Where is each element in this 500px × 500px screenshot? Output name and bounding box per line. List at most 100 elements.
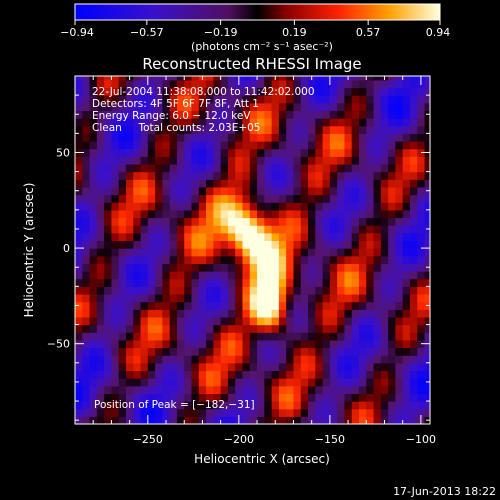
heatmap-cell: [82, 416, 91, 424]
heatmap-cell: [249, 301, 258, 310]
heatmap-cell: [388, 209, 397, 219]
heatmap-cell: [344, 355, 353, 364]
heatmap-cell: [206, 378, 214, 387]
heatmap-cell: [278, 232, 287, 242]
heatmap-cell: [322, 171, 331, 180]
heatmap-cell: [125, 240, 134, 249]
heatmap-cell: [104, 148, 113, 157]
heatmap-cell: [147, 324, 156, 333]
heatmap-cell: [409, 293, 418, 303]
heatmap-cell: [249, 240, 258, 249]
heatmap-cell: [235, 209, 244, 219]
heatmap-cell: [249, 102, 258, 112]
heatmap-cell: [308, 232, 316, 242]
heatmap-cell: [366, 133, 375, 142]
heatmap-cell: [169, 271, 178, 280]
heatmap-cell: [308, 194, 316, 203]
heatmap-cell: [329, 362, 338, 372]
heatmap-cell: [213, 133, 222, 142]
heatmap-cell: [82, 263, 91, 272]
heatmap-cell: [300, 202, 309, 211]
heatmap-cell: [147, 217, 156, 226]
heatmap-cell: [344, 316, 353, 326]
heatmap-cell: [271, 378, 280, 387]
heatmap-cell: [402, 163, 411, 173]
heatmap-cell: [329, 293, 338, 303]
heatmap-cell: [264, 133, 273, 142]
heatmap-cell: [366, 255, 375, 264]
heatmap-cell: [264, 194, 273, 203]
heatmap-cell: [242, 102, 251, 112]
heatmap-cell: [249, 186, 258, 196]
heatmap-cell: [249, 339, 258, 349]
heatmap-cell: [220, 171, 229, 180]
heatmap-cell: [286, 255, 295, 264]
heatmap-cell: [155, 385, 163, 395]
heatmap-cell: [417, 408, 426, 417]
heatmap-cell: [278, 293, 287, 303]
heatmap-cell: [286, 133, 295, 142]
heatmap-cell: [147, 332, 156, 341]
heatmap-cell: [162, 225, 171, 234]
heatmap-cell: [125, 95, 134, 104]
heatmap-cell: [191, 370, 200, 379]
heatmap-cell: [344, 95, 353, 104]
heatmap-cell: [373, 324, 382, 333]
heatmap-cell: [206, 263, 214, 272]
heatmap-cell: [111, 171, 120, 180]
heatmap-cell: [351, 232, 360, 242]
heatmap-cell: [133, 339, 142, 349]
heatmap-cell: [380, 286, 389, 295]
heatmap-cell: [337, 194, 346, 203]
heatmap-cell: [242, 362, 251, 372]
heatmap-cell: [206, 118, 214, 127]
heatmap-cell: [133, 263, 142, 272]
heatmap-cell: [198, 278, 207, 287]
heatmap-cell: [89, 217, 98, 226]
heatmap-cell: [395, 125, 404, 134]
heatmap-cell: [300, 293, 309, 303]
heatmap-cell: [293, 408, 302, 417]
heatmap-cell: [155, 324, 163, 333]
heatmap-cell: [118, 156, 127, 165]
heatmap-cell: [373, 263, 382, 272]
heatmap-cell: [75, 95, 83, 104]
heatmap-cell: [271, 278, 280, 287]
heatmap-cell: [125, 316, 134, 326]
heatmap-cell: [322, 271, 331, 280]
heatmap-cell: [308, 179, 316, 188]
heatmap-cell: [140, 347, 149, 356]
heatmap-cell: [147, 339, 156, 349]
heatmap-cell: [329, 232, 338, 242]
heatmap-cell: [96, 416, 105, 424]
heatmap-cell: [337, 416, 346, 424]
heatmap-cell: [104, 194, 113, 203]
heatmap-cell: [344, 278, 353, 287]
heatmap-cell: [133, 378, 142, 387]
heatmap-cell: [75, 125, 83, 134]
heatmap-cell: [220, 408, 229, 417]
heatmap-cell: [315, 316, 324, 326]
heatmap-cell: [220, 263, 229, 272]
footer-date: 17-Jun-2013 18:22: [393, 485, 496, 498]
heatmap-cell: [329, 179, 338, 188]
heatmap-cell: [206, 209, 214, 219]
heatmap-cell: [169, 141, 178, 150]
heatmap-cell: [322, 332, 331, 341]
heatmap-cell: [111, 118, 120, 127]
heatmap-cell: [235, 385, 244, 395]
heatmap-cell: [147, 309, 156, 318]
heatmap-cell: [125, 408, 134, 417]
heatmap-cell: [206, 324, 214, 333]
heatmap-cell: [242, 217, 251, 226]
heatmap-cell: [293, 110, 302, 119]
heatmap-cell: [82, 301, 91, 310]
heatmap-cell: [235, 133, 244, 142]
heatmap-cell: [293, 385, 302, 395]
heatmap-cell: [424, 79, 430, 89]
heatmap-cell: [380, 240, 389, 249]
heatmap-cell: [176, 179, 185, 188]
y-tick-label: −50: [47, 338, 70, 351]
heatmap-cell: [286, 385, 295, 395]
heatmap-cell: [242, 110, 251, 119]
